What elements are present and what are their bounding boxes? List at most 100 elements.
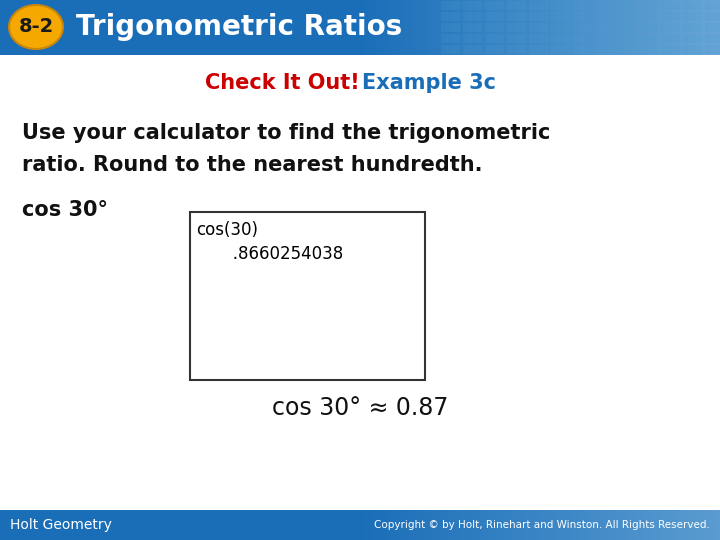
Bar bbox=[534, 510, 535, 540]
Bar bbox=[650, 0, 651, 55]
Bar bbox=[708, 510, 709, 540]
Bar bbox=[690, 510, 691, 540]
Bar bbox=[711, 510, 712, 540]
Bar bbox=[602, 0, 603, 55]
Bar bbox=[550, 0, 551, 55]
Bar bbox=[373, 510, 374, 540]
Bar bbox=[598, 0, 599, 55]
Bar bbox=[549, 510, 550, 540]
Bar bbox=[683, 12, 702, 21]
Bar bbox=[405, 0, 406, 55]
Bar bbox=[561, 0, 562, 55]
Bar bbox=[444, 510, 445, 540]
Bar bbox=[520, 0, 521, 55]
Bar bbox=[672, 0, 673, 55]
Bar bbox=[561, 510, 562, 540]
Bar bbox=[493, 0, 494, 55]
Bar bbox=[423, 0, 424, 55]
Bar bbox=[593, 510, 594, 540]
Bar bbox=[524, 510, 525, 540]
Bar bbox=[414, 0, 415, 55]
Bar bbox=[663, 510, 664, 540]
Bar bbox=[624, 510, 625, 540]
Bar bbox=[532, 510, 533, 540]
Bar bbox=[543, 510, 544, 540]
Bar bbox=[489, 510, 490, 540]
Bar bbox=[499, 510, 500, 540]
Bar bbox=[427, 0, 428, 55]
Bar bbox=[505, 510, 506, 540]
Bar bbox=[519, 510, 520, 540]
Bar bbox=[584, 510, 585, 540]
Bar bbox=[361, 510, 362, 540]
Bar bbox=[712, 0, 713, 55]
Bar bbox=[680, 0, 681, 55]
Bar bbox=[403, 510, 404, 540]
Bar bbox=[563, 0, 564, 55]
Bar bbox=[549, 0, 550, 55]
Bar bbox=[556, 0, 557, 55]
Bar bbox=[416, 510, 417, 540]
Bar bbox=[0, 510, 720, 540]
Bar bbox=[536, 0, 537, 55]
Bar bbox=[716, 0, 717, 55]
Bar bbox=[706, 0, 707, 55]
Bar bbox=[529, 0, 530, 55]
Bar bbox=[514, 510, 515, 540]
Bar bbox=[628, 0, 629, 55]
Bar bbox=[372, 0, 373, 55]
Bar bbox=[551, 23, 570, 32]
Bar bbox=[535, 0, 536, 55]
Bar bbox=[573, 45, 592, 54]
Bar bbox=[449, 510, 450, 540]
Bar bbox=[687, 510, 688, 540]
Bar bbox=[649, 510, 650, 540]
Bar bbox=[441, 34, 460, 43]
Bar bbox=[441, 510, 442, 540]
Bar bbox=[663, 0, 664, 55]
Bar bbox=[696, 510, 697, 540]
Bar bbox=[704, 510, 705, 540]
Bar bbox=[601, 0, 602, 55]
Bar bbox=[603, 510, 604, 540]
Bar bbox=[661, 1, 680, 10]
Bar bbox=[527, 0, 528, 55]
Bar bbox=[414, 510, 415, 540]
Bar bbox=[385, 0, 386, 55]
Bar bbox=[529, 510, 530, 540]
Bar bbox=[411, 0, 412, 55]
Bar bbox=[466, 510, 467, 540]
Bar bbox=[367, 510, 368, 540]
Bar bbox=[717, 0, 718, 55]
Bar bbox=[581, 0, 582, 55]
Bar bbox=[496, 0, 497, 55]
Bar bbox=[573, 510, 574, 540]
Bar bbox=[390, 510, 391, 540]
Bar bbox=[507, 23, 526, 32]
Bar bbox=[573, 1, 592, 10]
Bar bbox=[397, 510, 398, 540]
Bar bbox=[532, 0, 533, 55]
Bar bbox=[446, 510, 447, 540]
Bar bbox=[434, 0, 435, 55]
Bar bbox=[515, 0, 516, 55]
Bar bbox=[639, 510, 640, 540]
Bar bbox=[551, 510, 552, 540]
Bar bbox=[508, 510, 509, 540]
Bar bbox=[554, 510, 555, 540]
Bar bbox=[613, 510, 614, 540]
Bar bbox=[448, 0, 449, 55]
Bar bbox=[487, 0, 488, 55]
Bar bbox=[617, 45, 636, 54]
Bar bbox=[422, 0, 423, 55]
Bar bbox=[548, 0, 549, 55]
Bar bbox=[508, 0, 509, 55]
Bar bbox=[633, 510, 634, 540]
Bar bbox=[424, 510, 425, 540]
Bar bbox=[447, 510, 448, 540]
Bar bbox=[547, 0, 548, 55]
Bar bbox=[629, 510, 630, 540]
Bar bbox=[565, 0, 566, 55]
Bar bbox=[426, 510, 427, 540]
Bar bbox=[466, 0, 467, 55]
